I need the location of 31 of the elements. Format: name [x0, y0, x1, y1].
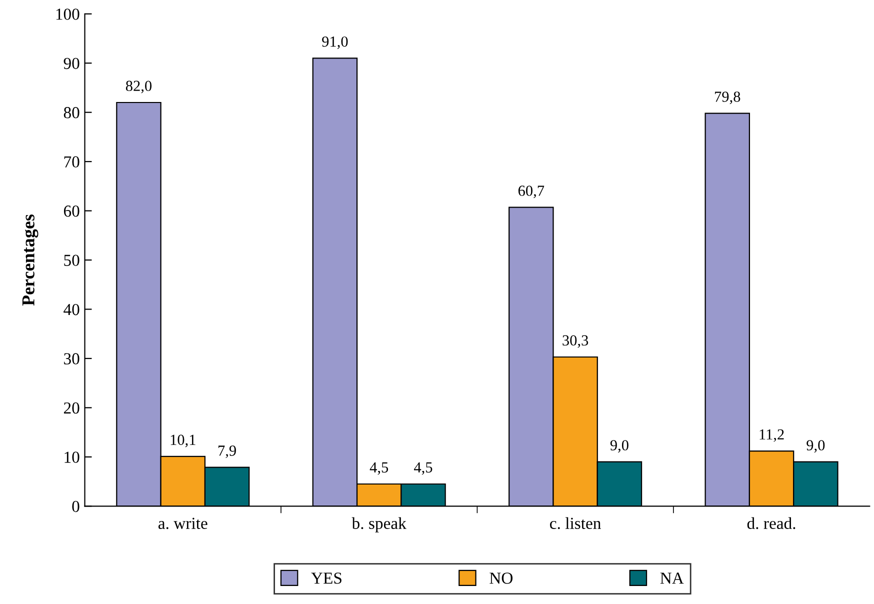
data-label: 9,0 — [610, 440, 628, 453]
data-label: 30,3 — [562, 335, 588, 348]
legend-label: YES — [311, 572, 342, 584]
y-tick-label: 20 — [64, 402, 80, 414]
y-axis-title: Percentages — [22, 214, 38, 306]
data-label: 91,0 — [322, 36, 348, 49]
y-tick-label: 0 — [72, 500, 80, 512]
legend-label: NO — [490, 572, 513, 584]
y-tick-label: 50 — [64, 254, 80, 266]
x-tick-label: c. listen — [550, 517, 601, 530]
y-tick-label: 60 — [64, 205, 80, 217]
data-label: 11,2 — [760, 429, 784, 442]
y-tick-label: 100 — [56, 8, 80, 20]
data-label: 4,5 — [414, 462, 432, 475]
legend-label: NA — [660, 572, 684, 584]
x-tick-label: a. write — [158, 518, 208, 530]
data-label: 7,9 — [218, 446, 236, 458]
y-tick-label: 10 — [64, 452, 80, 463]
data-label: 60,7 — [518, 186, 544, 198]
data-label: 82,0 — [126, 80, 152, 94]
y-tick-label: 80 — [64, 107, 80, 118]
data-label: 10,1 — [170, 434, 196, 448]
y-tick-label: 30 — [64, 353, 80, 364]
data-label: 79,8 — [715, 92, 740, 104]
data-label: 9,0 — [806, 440, 825, 453]
data-label: 4,5 — [370, 462, 388, 475]
x-tick-label: b. speak — [352, 517, 406, 532]
x-tick-label: d. read. — [747, 517, 796, 530]
y-tick-label: 40 — [64, 304, 80, 316]
y-tick-label: 90 — [64, 58, 80, 70]
y-tick-label: 70 — [64, 156, 80, 168]
